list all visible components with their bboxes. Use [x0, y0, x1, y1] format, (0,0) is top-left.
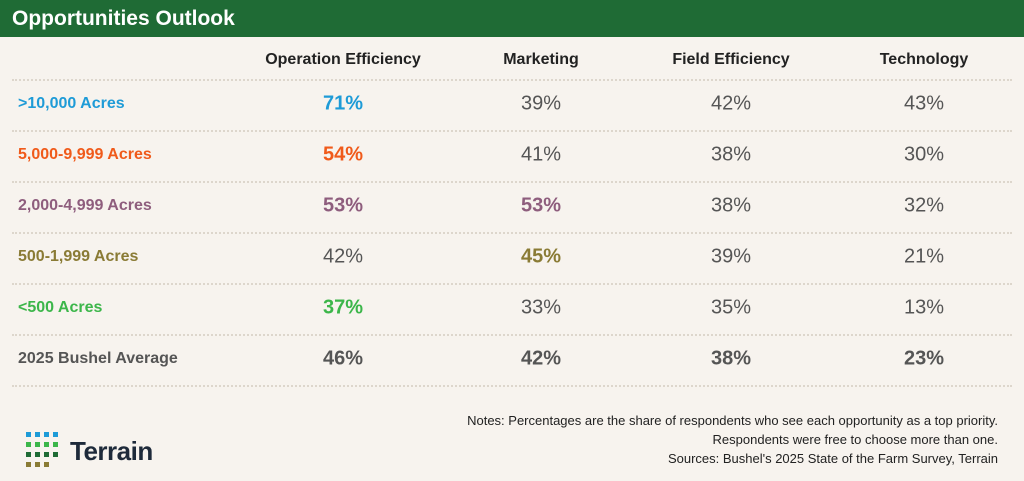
notes: Notes: Percentages are the share of resp… [467, 411, 998, 468]
column-header: Field Efficiency [672, 51, 790, 68]
column-header: Marketing [503, 51, 579, 68]
title: Opportunities Outlook [12, 7, 235, 30]
cell: 30% [903, 143, 945, 166]
cell: 38% [710, 347, 752, 370]
cell: 43% [903, 92, 945, 115]
cell: 37% [322, 296, 364, 319]
cell: 33% [520, 296, 562, 319]
row-separator [12, 79, 1012, 81]
row-separator [12, 385, 1012, 387]
cell: 13% [903, 296, 945, 319]
note-line: Respondents were free to choose more tha… [712, 432, 998, 447]
row-separator [12, 130, 1012, 132]
row-separator [12, 232, 1012, 234]
row-label: 5,000-9,999 Acres [18, 146, 152, 163]
cell: 53% [520, 194, 562, 217]
row-separator [12, 181, 1012, 183]
cell: 46% [322, 347, 364, 370]
row-label: 500-1,999 Acres [18, 248, 139, 265]
row-separator [12, 334, 1012, 336]
cell: 38% [710, 194, 752, 217]
column-header: Operation Efficiency [265, 51, 421, 68]
cell: 32% [903, 194, 945, 217]
cell: 42% [322, 245, 364, 268]
cell: 39% [710, 245, 752, 268]
cell: 35% [710, 296, 752, 319]
cell: 21% [903, 245, 945, 268]
header-bar [0, 0, 1024, 37]
note-line: Notes: Percentages are the share of resp… [467, 413, 998, 428]
cell: 39% [520, 92, 562, 115]
logo-text: Terrain [70, 436, 153, 466]
cell: 42% [520, 347, 562, 370]
cell: 41% [520, 143, 562, 166]
cell: 42% [710, 92, 752, 115]
cell: 71% [322, 92, 364, 115]
column-header: Technology [879, 51, 969, 68]
logo-icon [26, 432, 58, 467]
cell: 45% [520, 245, 562, 268]
row-label: 2,000-4,999 Acres [18, 197, 152, 214]
note-line: Sources: Bushel's 2025 State of the Farm… [667, 451, 998, 466]
row-label: <500 Acres [18, 299, 103, 316]
cell: 53% [322, 194, 364, 217]
cell: 54% [322, 143, 364, 166]
row-label: 2025 Bushel Average [18, 350, 178, 367]
cell: 38% [710, 143, 752, 166]
cell: 23% [903, 347, 945, 370]
row-label: >10,000 Acres [18, 95, 125, 112]
row-separator [12, 283, 1012, 285]
